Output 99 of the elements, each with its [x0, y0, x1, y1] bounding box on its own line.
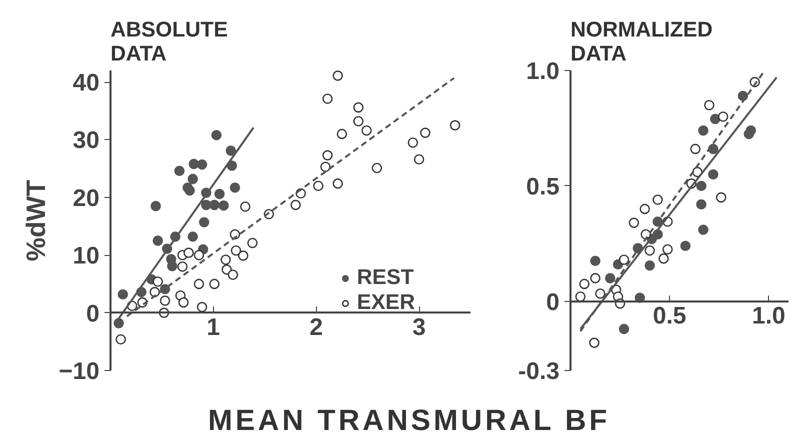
point: [372, 162, 382, 174]
point: [247, 238, 258, 248]
point: [174, 166, 185, 176]
point: [228, 270, 238, 280]
point: [226, 146, 236, 156]
point: [152, 276, 163, 287]
y-tick-label: 40: [72, 70, 100, 97]
point: [188, 232, 198, 242]
point: [640, 204, 650, 214]
x-tick-label: 2: [310, 314, 323, 341]
point: [336, 128, 348, 140]
y-tick-label: 10: [72, 242, 100, 270]
point: [716, 192, 726, 203]
point: [353, 102, 364, 113]
point: [652, 194, 663, 205]
point: [690, 144, 701, 154]
point: [698, 224, 708, 235]
point: [332, 70, 343, 81]
point: [644, 260, 655, 271]
point: [604, 273, 616, 284]
point: [230, 182, 240, 193]
point: [662, 244, 673, 254]
chart-title: NORMALIZED DATA: [570, 18, 713, 66]
point: [450, 120, 460, 130]
x-tick-label: 1: [206, 314, 220, 341]
point: [240, 202, 250, 212]
point: [211, 130, 222, 140]
point: [420, 128, 430, 138]
point: [704, 100, 714, 110]
x-tick-label: 0.5: [652, 302, 686, 330]
point: [322, 94, 333, 104]
point: [320, 162, 331, 172]
point: [118, 289, 128, 300]
point: [408, 137, 418, 148]
y-tick-label: -0.3: [518, 358, 560, 385]
point: [590, 273, 600, 284]
y-tick-label: 0: [86, 300, 100, 328]
y-tick-label: 0.5: [526, 173, 560, 200]
point: [188, 174, 198, 184]
point: [184, 248, 194, 258]
point: [184, 185, 195, 196]
point: [710, 114, 720, 124]
point: [209, 278, 220, 290]
point: [194, 278, 204, 290]
point: [150, 286, 160, 298]
point: [178, 297, 189, 308]
point: [618, 324, 630, 334]
chart-title: ABSOLUTE DATA: [110, 18, 228, 66]
point: [209, 200, 220, 210]
point: [575, 292, 586, 302]
legend-label: REST: [356, 265, 414, 290]
y-tick-label: −10: [58, 358, 100, 385]
point: [313, 180, 324, 192]
point: [150, 200, 161, 212]
point: [152, 236, 163, 246]
point: [196, 159, 208, 170]
point: [290, 200, 301, 210]
point: [218, 200, 229, 211]
point: [414, 154, 424, 164]
y-tick-label: 0: [546, 288, 560, 316]
point: [644, 245, 655, 256]
y-axis-title: %dWT: [20, 180, 51, 262]
point: [116, 334, 126, 344]
y-tick-label: 1.0: [526, 58, 560, 85]
point: [590, 256, 600, 266]
point: [220, 254, 231, 265]
x-tick-label: 3: [412, 314, 426, 341]
point: [160, 296, 170, 306]
point: [680, 240, 691, 252]
point: [628, 218, 640, 228]
y-tick-label: 30: [72, 127, 100, 154]
point: [353, 116, 364, 126]
point: [696, 180, 706, 192]
y-tick-label: 20: [72, 184, 100, 212]
point: [361, 125, 372, 136]
point: [332, 178, 343, 189]
point: [201, 200, 212, 210]
x-tick-label: 1.0: [752, 302, 786, 330]
point: [698, 125, 708, 136]
point: [658, 253, 669, 264]
point: [230, 245, 242, 256]
point: [746, 125, 756, 136]
point: [196, 302, 208, 312]
point: [177, 262, 188, 272]
point: [194, 250, 204, 260]
point: [696, 199, 706, 210]
x-axis-title: MEAN TRANSMURAL BF: [208, 403, 610, 439]
point: [579, 278, 590, 290]
point: [238, 250, 248, 261]
point: [589, 338, 600, 348]
legend-label: EXER: [356, 290, 415, 315]
point: [618, 254, 630, 265]
point: [198, 217, 210, 228]
point: [595, 288, 606, 299]
point: [708, 169, 718, 180]
point: [214, 188, 225, 200]
point: [167, 260, 178, 272]
point: [322, 150, 333, 160]
point: [718, 112, 728, 122]
